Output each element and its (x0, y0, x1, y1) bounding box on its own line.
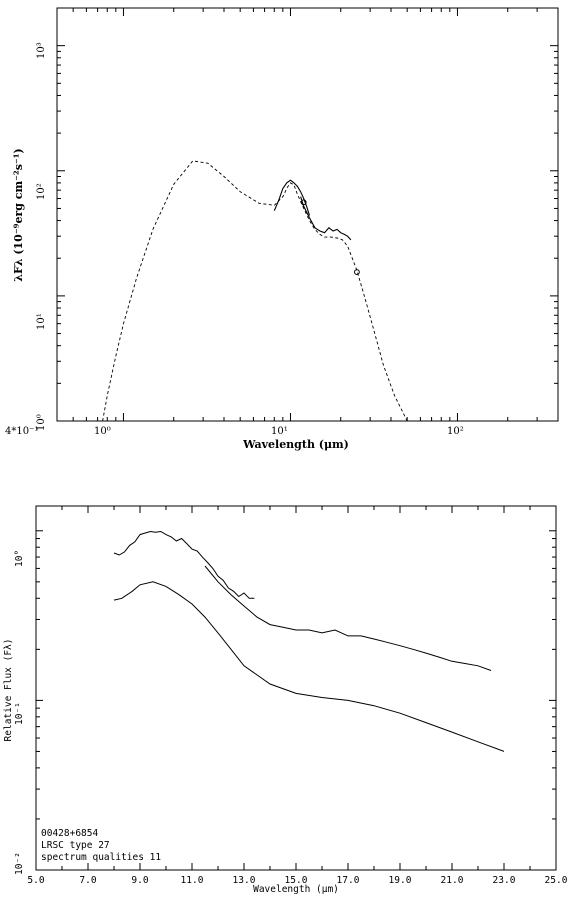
bottom-annotation-source: 00428+6854 (41, 828, 98, 839)
top-spectrum-line-2 (300, 196, 352, 241)
bottom-plot-frame (35, 505, 557, 871)
top-plot-frame (56, 7, 559, 422)
bottom-ytick-label-0: 10° (14, 550, 25, 567)
bottom-xtick-label: 19.0 (389, 875, 412, 886)
top-ytick-label-0: 10⁰ (36, 414, 47, 431)
top-series-group (102, 160, 408, 422)
top-x-axis-title: Wavelength (μm) (242, 438, 349, 451)
bottom-series-group (113, 530, 505, 752)
bottom-annotation-quality: spectrum qualities 11 (41, 852, 161, 863)
bottom-xtick-label: 13.0 (233, 875, 256, 886)
top-xtick-label-0: 4*10⁻¹ (5, 426, 38, 437)
bottom-xtick-label: 23.0 (493, 875, 516, 886)
bottom-xtick-label: 17.0 (337, 875, 360, 886)
bottom-xtick-label: 7.0 (79, 875, 96, 886)
top-ticks (56, 7, 559, 422)
bottom-chart: 10° 10⁻¹ 10⁻² 5.0 7.0 9.0 11.0 13.0 15.0 17.0 1… (3, 505, 568, 895)
bottom-ytick-label-1: 10⁻¹ (14, 702, 25, 725)
top-ytick-label-3: 10³ (36, 42, 47, 59)
bottom-xtick-label: 21.0 (441, 875, 464, 886)
top-xtick-label-1: 10⁰ (94, 426, 111, 437)
top-chart: 4*10⁻¹ 10⁰ 10¹ 10² 10⁰ 10¹ 10² 10³ Wavel… (5, 7, 559, 451)
top-ytick-label-2: 10² (36, 183, 47, 200)
bottom-xtick-label: 11.0 (181, 875, 204, 886)
bottom-xtick-label: 5.0 (27, 875, 44, 886)
top-ytick-label-1: 10¹ (36, 313, 47, 330)
bottom-y-axis-title: Relative Flux (Fλ) (3, 639, 14, 742)
bottom-xtick-label: 9.0 (131, 875, 148, 886)
top-y-axis-title: λFλ (10⁻⁹erg cm⁻²s⁻¹) (12, 148, 25, 282)
bottom-annotation-lrsc: LRSC type 27 (41, 840, 110, 851)
bottom-x-axis-title: Wavelength (μm) (253, 884, 339, 895)
bottom-spectrum-line-1 (204, 565, 492, 671)
top-photometry-point (300, 199, 307, 206)
bottom-spectrum-line-0 (113, 530, 255, 599)
bottom-ticks (35, 506, 557, 871)
bottom-spectrum-line-2 (113, 581, 505, 752)
top-model-sed-line (102, 160, 408, 422)
top-xtick-label-3: 10² (447, 426, 464, 437)
bottom-xtick-label: 25.0 (545, 875, 568, 886)
top-photometry-point (354, 269, 360, 275)
top-spectrum-line-1 (273, 179, 311, 216)
bottom-xtick-labels: 5.0 7.0 9.0 11.0 13.0 15.0 17.0 19.0 21.0 23.0 25.… (27, 875, 567, 886)
bottom-xtick-label: 15.0 (285, 875, 308, 886)
bottom-ytick-label-2: 10⁻² (14, 852, 25, 875)
top-xtick-label-2: 10¹ (271, 426, 288, 437)
